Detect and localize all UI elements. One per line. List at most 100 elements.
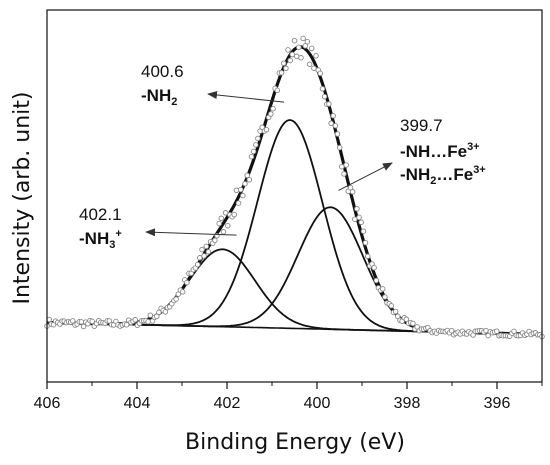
data-point (173, 296, 179, 302)
data-point (80, 323, 87, 330)
data-point (349, 189, 356, 195)
component-peak-399-7 (47, 206, 543, 336)
x-axis-title: Binding Energy (eV) (185, 430, 405, 455)
data-point (201, 253, 207, 259)
data-point (283, 65, 289, 72)
data-point (362, 239, 369, 246)
data-point (298, 55, 304, 61)
data-point (225, 222, 231, 229)
data-point (304, 38, 311, 45)
annotation-label-nh3: -NH3​+​ (79, 228, 122, 251)
data-point (448, 327, 455, 334)
data-point (339, 163, 345, 170)
data-point (194, 261, 201, 268)
data-point (354, 206, 360, 212)
data-point (184, 279, 190, 286)
data-point (237, 186, 244, 193)
data-point (358, 219, 364, 226)
data-point (392, 308, 399, 315)
annotation-arrow-400-6 (207, 90, 285, 103)
data-point (203, 243, 210, 250)
data-point (205, 249, 212, 255)
data-point (240, 192, 246, 199)
annotation-arrow-399-7 (338, 162, 393, 191)
data-point (218, 215, 225, 222)
data-point (296, 44, 302, 50)
data-point (356, 214, 362, 221)
data-point (364, 253, 371, 260)
annotation-label-nh2-fe: -NH2​…Fe3+​ (400, 164, 486, 187)
data-point (306, 61, 313, 68)
data-point (274, 87, 281, 94)
data-point (319, 86, 326, 92)
data-point (341, 171, 347, 177)
data-point (291, 37, 298, 44)
data-point (233, 187, 240, 194)
data-point (246, 177, 253, 183)
data-point (242, 180, 248, 187)
data-point (332, 122, 339, 129)
x-tick-label: 400 (304, 395, 331, 412)
data-point (123, 322, 130, 328)
data-point (248, 153, 255, 160)
data-point (145, 318, 151, 325)
data-point (321, 93, 328, 100)
fit-envelope (47, 45, 543, 336)
data-point (382, 294, 388, 300)
data-point (270, 105, 276, 112)
data-point (343, 162, 349, 168)
data-point (197, 255, 203, 261)
data-point (302, 43, 309, 49)
data-point (347, 184, 354, 191)
x-tick-label: 398 (394, 395, 421, 412)
data-point (212, 237, 218, 244)
data-point (244, 172, 250, 179)
annotation-arrow-402-1 (145, 228, 237, 237)
data-point (300, 35, 306, 42)
data-point (147, 312, 154, 318)
data-point (263, 126, 270, 133)
data-point (285, 47, 291, 53)
data-point (280, 60, 287, 66)
plot-frame (46, 9, 543, 383)
data-point (379, 286, 386, 292)
y-axis-title: Intensity (arb. unit) (10, 91, 35, 304)
data-point (287, 57, 293, 64)
x-axis: 406 404 402 400 398 396 (34, 382, 543, 412)
annotations: 400.6 -NH2​ 399.7 -NH…Fe3+​ -NH2​…Fe3+​ 402.1… (79, 62, 486, 251)
data-point (511, 328, 517, 335)
data-point (313, 53, 319, 59)
data-point (89, 318, 95, 325)
data-point (330, 112, 336, 119)
data-point (235, 200, 242, 206)
data-point (70, 318, 76, 324)
data-point (154, 313, 160, 320)
x-tick-label: 402 (214, 395, 241, 412)
data-point (162, 309, 169, 315)
data-point (328, 120, 334, 127)
data-point (336, 144, 343, 151)
data-point (222, 210, 229, 216)
data-point (253, 142, 259, 148)
data-point (268, 111, 274, 117)
data-point (278, 70, 285, 76)
data-point (388, 303, 395, 309)
data-point (289, 51, 296, 58)
data-point (410, 320, 416, 327)
data-point (308, 45, 315, 52)
x-tick-label: 404 (124, 395, 151, 412)
plot-area (44, 35, 545, 340)
data-point (494, 328, 500, 334)
data-point (371, 264, 377, 271)
annotation-value-402-1: 402.1 (79, 205, 122, 224)
data-point (179, 289, 186, 295)
data-point (231, 211, 237, 218)
x-tick-label: 396 (484, 395, 511, 412)
data-point (250, 148, 257, 155)
data-point (326, 101, 332, 107)
data-point (360, 228, 367, 234)
data-point (317, 70, 324, 77)
data-point (199, 246, 205, 253)
annotation-value-400-6: 400.6 (141, 62, 184, 81)
